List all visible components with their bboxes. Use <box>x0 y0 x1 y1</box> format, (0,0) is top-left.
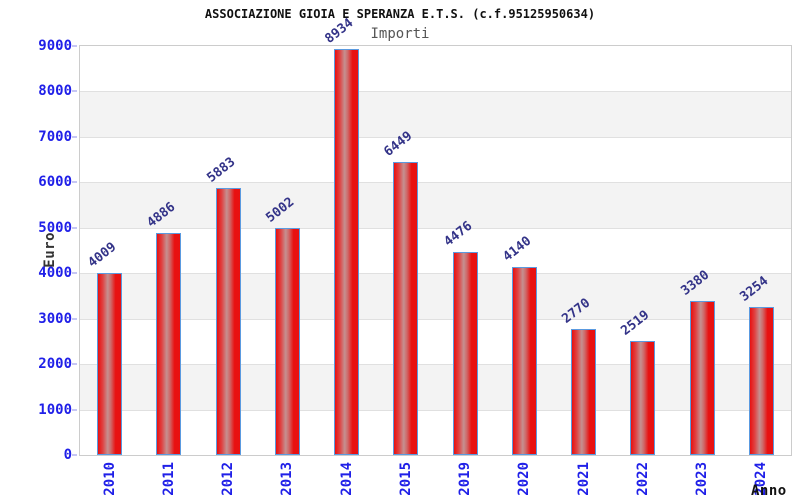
x-tick-label: 2012 <box>220 462 237 496</box>
y-tick-label: 5000 <box>38 219 72 236</box>
bar-2012 <box>215 187 241 455</box>
gridline <box>80 227 791 229</box>
background-band <box>80 228 791 273</box>
x-tick-label: 2023 <box>694 462 711 496</box>
y-tick-mark <box>72 408 77 411</box>
background-band <box>80 364 791 410</box>
y-tick-mark <box>72 45 77 47</box>
bar-2020 <box>511 266 537 455</box>
bar-2023 <box>689 301 715 455</box>
y-tick-label: 1000 <box>38 401 72 418</box>
bar-2021 <box>571 329 597 455</box>
y-tick-mark <box>72 90 77 93</box>
y-tick-label: 6000 <box>38 174 72 191</box>
x-axis-title: Anno <box>751 483 787 499</box>
y-axis-title: Euro <box>42 232 58 268</box>
gridline <box>80 273 791 275</box>
y-tick-label: 4000 <box>38 265 72 282</box>
plot-area: 4009 4886 5883 5002 8934 6449 4476 4140 2770 2519… <box>79 16 792 456</box>
y-tick-label: 0 <box>63 447 72 463</box>
x-tick-label: 2013 <box>279 462 296 496</box>
bar-2019 <box>452 251 478 455</box>
gridline <box>80 91 791 93</box>
y-tick-label: 2000 <box>38 356 72 373</box>
x-tick-label: 2022 <box>634 462 651 496</box>
y-tick-mark <box>72 135 77 138</box>
bar-2011 <box>156 232 182 455</box>
y-tick-label: 8000 <box>38 83 72 100</box>
y-tick-mark <box>72 272 77 275</box>
y-tick-mark <box>72 226 77 229</box>
background-band <box>80 410 791 455</box>
gridline <box>80 409 791 411</box>
x-tick-label: 2010 <box>101 462 118 496</box>
y-tick-mark <box>72 363 77 366</box>
x-tick-label: 2015 <box>397 462 414 496</box>
gridline <box>80 182 791 184</box>
x-tick-label: 2019 <box>457 462 474 496</box>
background-band <box>80 91 791 137</box>
x-tick-label: 2021 <box>575 462 592 496</box>
gridline <box>80 364 791 366</box>
y-tick-mark <box>72 454 77 456</box>
bar-2010 <box>97 272 123 455</box>
y-tick-label: 3000 <box>38 310 72 327</box>
x-tick-label: 2020 <box>516 462 533 496</box>
chart-title: ASSOCIAZIONE GIOIA E SPERANZA E.T.S. (c.… <box>204 7 596 21</box>
y-tick-mark <box>72 317 77 320</box>
chart-subtitle: Importi <box>370 26 430 42</box>
y-tick-label: 9000 <box>38 38 72 54</box>
x-tick-label: 2014 <box>338 462 355 496</box>
bar-2015 <box>393 161 419 455</box>
background-band <box>80 182 791 228</box>
x-tick-label: 2011 <box>160 462 177 496</box>
background-band <box>80 46 791 91</box>
y-tick-mark <box>72 181 77 184</box>
background-band <box>80 137 791 182</box>
y-tick-label: 7000 <box>38 128 72 145</box>
gridline <box>80 136 791 138</box>
bar-2024 <box>748 307 774 455</box>
bar-2014 <box>334 49 360 455</box>
background-band <box>80 319 791 364</box>
bar-2022 <box>630 340 656 455</box>
bar-2013 <box>274 227 300 455</box>
gridline <box>80 318 791 320</box>
background-band <box>80 273 791 319</box>
